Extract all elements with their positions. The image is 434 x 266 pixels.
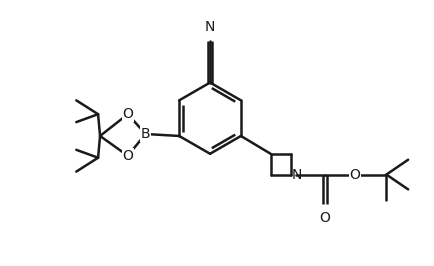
Text: N: N <box>291 168 302 182</box>
Text: O: O <box>122 107 133 121</box>
Text: O: O <box>319 211 330 225</box>
Text: N: N <box>205 20 215 34</box>
Text: B: B <box>141 127 151 141</box>
Text: O: O <box>349 168 360 182</box>
Text: O: O <box>122 149 133 163</box>
